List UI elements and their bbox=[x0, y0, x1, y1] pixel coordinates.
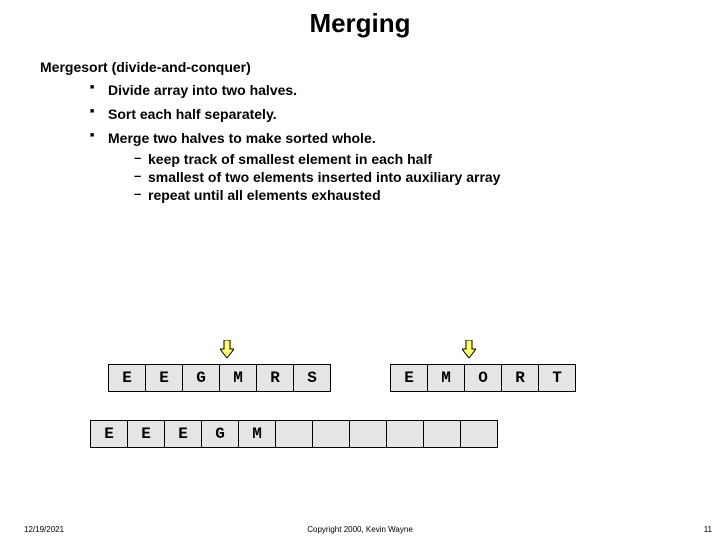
array-row-right: EMORT bbox=[390, 364, 576, 392]
array-cell bbox=[460, 420, 498, 448]
sub-item: repeat until all elements exhausted bbox=[134, 186, 680, 204]
array-row-aux: EEEGM bbox=[90, 420, 498, 448]
array-cell: E bbox=[90, 420, 128, 448]
array-cell bbox=[312, 420, 350, 448]
footer-date: 12/19/2021 bbox=[24, 525, 64, 534]
down-arrow-icon bbox=[220, 340, 234, 358]
array-cell: E bbox=[145, 364, 183, 392]
section-heading: Mergesort (divide-and-conquer) bbox=[40, 59, 680, 75]
array-cell: E bbox=[127, 420, 165, 448]
array-cell: R bbox=[501, 364, 539, 392]
array-cell: R bbox=[256, 364, 294, 392]
bullet-item: Merge two halves to make sorted whole. k… bbox=[90, 129, 680, 204]
array-cell: O bbox=[464, 364, 502, 392]
array-cell bbox=[386, 420, 424, 448]
array-cell bbox=[423, 420, 461, 448]
array-cell bbox=[349, 420, 387, 448]
bullet-list: Divide array into two halves. Sort each … bbox=[40, 81, 680, 204]
array-cell: E bbox=[108, 364, 146, 392]
bullet-text: Merge two halves to make sorted whole. bbox=[108, 130, 376, 146]
array-cell: E bbox=[390, 364, 428, 392]
array-cell: G bbox=[182, 364, 220, 392]
array-cell: S bbox=[293, 364, 331, 392]
array-cell: G bbox=[201, 420, 239, 448]
array-cell: M bbox=[238, 420, 276, 448]
slide-title: Merging bbox=[0, 0, 720, 39]
footer-copyright: Copyright 2000, Kevin Wayne bbox=[307, 525, 413, 534]
array-cell bbox=[275, 420, 313, 448]
down-arrow-icon bbox=[462, 340, 476, 358]
array-cell: M bbox=[427, 364, 465, 392]
content-area: Mergesort (divide-and-conquer) Divide ar… bbox=[0, 39, 720, 204]
bullet-item: Sort each half separately. bbox=[90, 105, 680, 123]
sub-list: keep track of smallest element in each h… bbox=[108, 150, 680, 205]
footer-page-number: 11 bbox=[704, 525, 712, 534]
array-cell: E bbox=[164, 420, 202, 448]
bullet-item: Divide array into two halves. bbox=[90, 81, 680, 99]
sub-item: keep track of smallest element in each h… bbox=[134, 150, 680, 168]
array-row-left: EEGMRS bbox=[108, 364, 331, 392]
array-cell: M bbox=[219, 364, 257, 392]
sub-item: smallest of two elements inserted into a… bbox=[134, 168, 680, 186]
array-cell: T bbox=[538, 364, 576, 392]
